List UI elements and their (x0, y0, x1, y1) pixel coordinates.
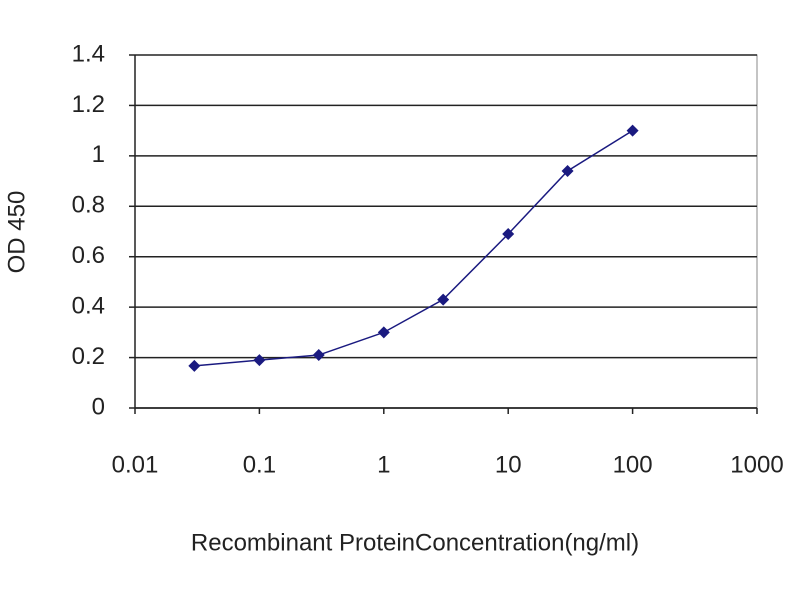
x-tick-label: 1000 (730, 451, 783, 478)
x-axis-label: Recombinant ProteinConcentration(ng/ml) (191, 529, 639, 556)
y-tick-label: 1.4 (72, 40, 105, 67)
y-tick-label: 0.6 (72, 242, 105, 269)
data-point (312, 349, 325, 362)
y-tick-label: 1.2 (72, 91, 105, 118)
data-point (502, 228, 515, 241)
y-tick-label: 0 (92, 393, 105, 420)
data-point (188, 359, 201, 372)
data-point (253, 354, 266, 367)
x-tick-label: 10 (495, 451, 522, 478)
y-tick-label: 1 (92, 141, 105, 168)
y-tick-label: 0.2 (72, 343, 105, 370)
series-line (194, 130, 633, 367)
y-tick-label: 0.4 (72, 292, 105, 319)
plot-area (134, 54, 758, 409)
x-tick-label: 100 (613, 451, 653, 478)
data-point (377, 326, 390, 339)
data-point (437, 293, 450, 306)
y-tick-label: 0.8 (72, 192, 105, 219)
x-tick-label: 0.1 (243, 451, 276, 478)
x-tick-label: 0.01 (112, 451, 159, 478)
y-axis-label: OD 450 (3, 191, 30, 274)
data-point (626, 124, 639, 137)
x-tick-label: 1 (377, 451, 390, 478)
data-point (561, 164, 574, 177)
